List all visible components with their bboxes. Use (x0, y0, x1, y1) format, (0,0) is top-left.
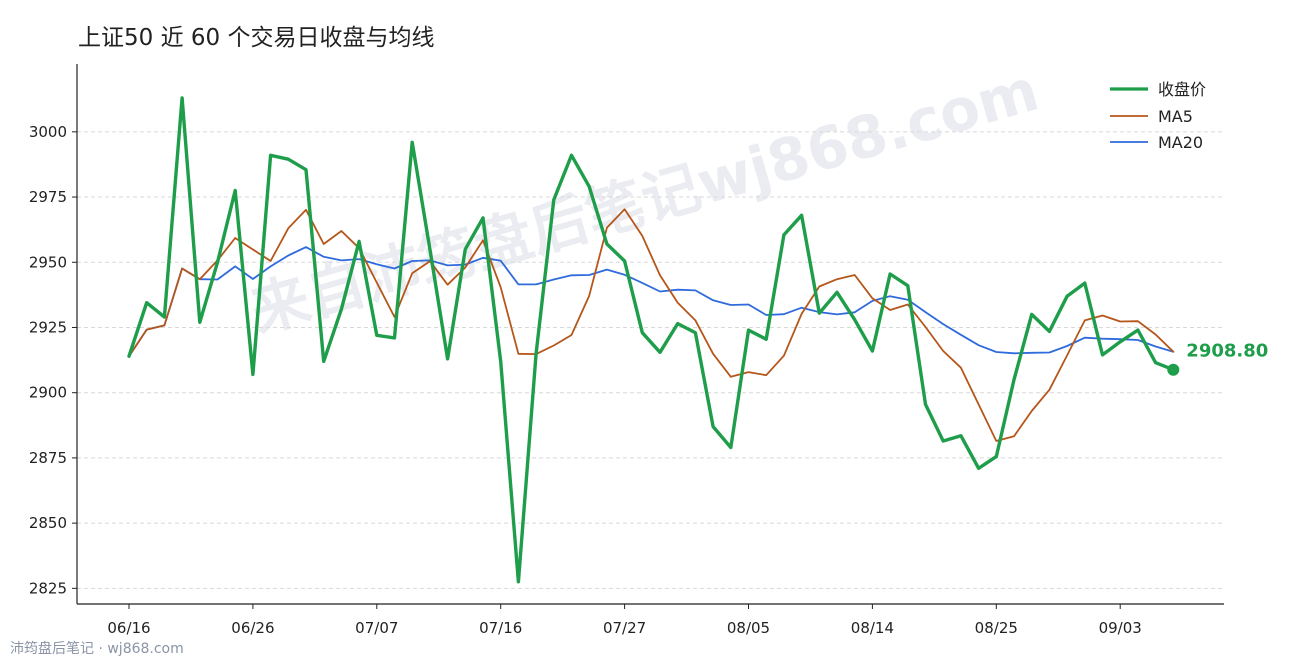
legend-label-ma20: MA20 (1158, 133, 1203, 152)
watermark-group: 来自沛筠盘后笔记wj868.com (243, 56, 1045, 346)
x-tick-label: 07/07 (355, 619, 398, 637)
y-tick-label: 2825 (29, 579, 67, 597)
last-point (1167, 363, 1180, 376)
last-value-label: 2908.80 (1186, 341, 1268, 362)
y-tick-label: 2950 (29, 253, 67, 271)
x-tick-label: 07/27 (603, 619, 646, 637)
series-line-close (127, 96, 1175, 584)
x-tick-label: 09/03 (1099, 619, 1142, 637)
series-line-ma20 (128, 246, 1175, 358)
y-tick-label: 2900 (29, 384, 67, 402)
x-tick-label: 06/16 (107, 619, 150, 637)
legend-label-close: 收盘价 (1158, 80, 1206, 99)
x-tick-label: 08/14 (851, 619, 894, 637)
footer-credit: 沛筠盘后笔记 · wj868.com (10, 640, 184, 657)
legend-label-ma5: MA5 (1158, 107, 1193, 126)
x-ticks: 06/16 06/26 07/07 07/16 07/27 08/05 08/14 08/25… (107, 604, 1142, 637)
series-lines (127, 96, 1175, 584)
legend: 收盘价 MA5 MA20 (1110, 80, 1206, 152)
x-tick-label: 06/26 (231, 619, 274, 637)
chart-title: 上证50 近 60 个交易日收盘与均线 (78, 25, 434, 51)
y-tick-label: 2975 (29, 188, 67, 206)
y-tick-label: 2850 (29, 514, 67, 532)
x-tick-label: 07/16 (479, 619, 522, 637)
watermark-text: 来自沛筠盘后笔记wj868.com (243, 56, 1045, 346)
x-tick-label: 08/25 (975, 619, 1018, 637)
y-tick-label: 3000 (29, 123, 67, 141)
last-value-marker: 2908.80 (1167, 341, 1268, 376)
y-tick-label: 2875 (29, 449, 67, 467)
y-tick-label: 2925 (29, 318, 67, 336)
x-tick-label: 08/05 (727, 619, 770, 637)
y-ticks: 2825 2850 2875 2900 2925 2950 2975 3000 (29, 123, 77, 597)
